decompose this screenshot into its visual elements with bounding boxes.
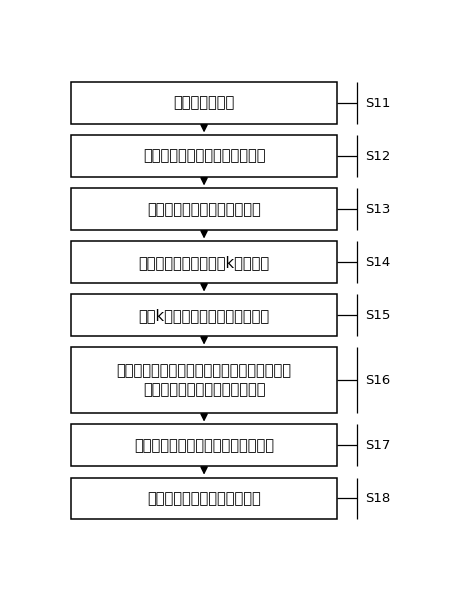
Text: 在后栅凹槽上形成界面氧化层: 在后栅凹槽上形成界面氧化层 <box>147 202 261 217</box>
Text: 在扩散阻挡层上形成功能金属层，其中，功能
金属层能够降低等效氧化层厚度: 在扩散阻挡层上形成功能金属层，其中，功能 金属层能够降低等效氧化层厚度 <box>116 363 292 397</box>
Text: S13: S13 <box>366 203 391 216</box>
Text: S17: S17 <box>366 439 391 452</box>
Bar <box>71 294 337 336</box>
Text: 在功能金属层上方形成功函数金属层: 在功能金属层上方形成功函数金属层 <box>134 438 274 453</box>
Text: 在高k栅介质层上形成扩散阻挡层: 在高k栅介质层上形成扩散阻挡层 <box>139 308 270 323</box>
Text: 形成金属填充层填充后栅凹槽: 形成金属填充层填充后栅凹槽 <box>147 491 261 506</box>
Bar <box>71 241 337 283</box>
Text: S18: S18 <box>366 492 391 505</box>
Text: S16: S16 <box>366 374 391 387</box>
Text: S12: S12 <box>366 150 391 163</box>
Text: 在半导体衬底上，形成后栅凹槽: 在半导体衬底上，形成后栅凹槽 <box>143 149 265 164</box>
Bar <box>71 348 337 413</box>
Text: S11: S11 <box>366 96 391 109</box>
Text: 在界面氧化层上形成高k栅介质层: 在界面氧化层上形成高k栅介质层 <box>139 255 270 269</box>
Bar <box>71 478 337 519</box>
Text: S14: S14 <box>366 256 391 269</box>
Text: S15: S15 <box>366 309 391 322</box>
Bar <box>71 424 337 466</box>
Bar <box>71 135 337 177</box>
Bar <box>71 189 337 230</box>
Text: 提供半导体衬底: 提供半导体衬底 <box>173 96 235 111</box>
Bar <box>71 82 337 124</box>
